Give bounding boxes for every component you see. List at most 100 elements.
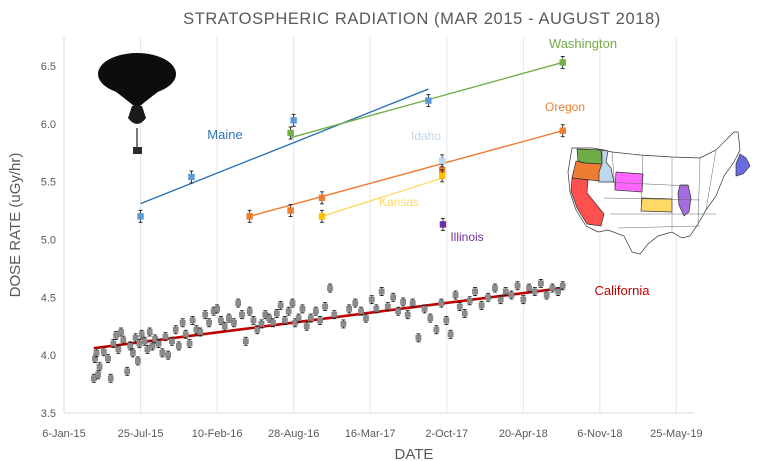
y-axis-label: DOSE RATE (uGy/hr) <box>7 153 24 298</box>
california-point <box>497 296 504 303</box>
california-point <box>189 317 196 324</box>
wyoming-state <box>614 171 644 193</box>
california-point <box>92 355 98 362</box>
california-point <box>169 338 175 345</box>
california-point <box>262 311 269 318</box>
california-point <box>421 306 428 312</box>
california-point <box>312 308 319 315</box>
california-point <box>270 319 276 326</box>
california-point <box>285 308 292 315</box>
california-point <box>152 336 158 342</box>
x-tick-label: 2-Oct-17 <box>425 428 468 440</box>
california-state <box>570 177 605 227</box>
oregon-trendline <box>249 130 563 217</box>
california-point <box>549 285 556 291</box>
y-tick-label: 6.0 <box>41 119 56 131</box>
california-point <box>138 331 145 338</box>
california-point <box>346 306 352 312</box>
california-point <box>115 346 122 353</box>
california-point <box>135 358 141 364</box>
california-point <box>100 348 107 355</box>
california-point <box>136 340 143 347</box>
california-point <box>427 315 434 321</box>
california-point <box>502 288 509 295</box>
california-point <box>404 311 411 318</box>
california-point <box>447 331 454 338</box>
illinois-point <box>439 221 447 228</box>
y-tick-label: 6.5 <box>41 61 56 73</box>
kansas-trendline <box>321 177 443 217</box>
data-points <box>91 56 566 383</box>
california-point <box>526 285 532 291</box>
california-point <box>250 317 257 324</box>
california-point <box>110 340 117 347</box>
grid-lines <box>140 37 677 413</box>
washington-label: Washington <box>549 36 617 51</box>
maine-point <box>290 117 297 124</box>
x-tick-label: 25-May-19 <box>650 428 703 440</box>
california-point <box>543 292 550 298</box>
california-point <box>162 333 169 340</box>
maine-label: Maine <box>207 127 242 142</box>
california-point <box>159 349 166 356</box>
california-point <box>254 326 261 333</box>
california-point <box>400 299 406 305</box>
california-point <box>130 349 136 356</box>
kansas-state <box>640 197 673 213</box>
california-point <box>95 371 101 378</box>
kansas-point <box>438 172 446 180</box>
illinois-label: Illinois <box>450 230 483 244</box>
idaho-state <box>598 149 615 183</box>
california-point <box>358 308 364 315</box>
california-point <box>206 319 212 326</box>
idaho-point <box>438 157 446 164</box>
california-point <box>172 326 179 333</box>
california-point <box>96 363 103 370</box>
x-axis-label: DATE <box>395 446 434 461</box>
california-point <box>226 315 232 321</box>
california-point <box>281 317 288 324</box>
california-point <box>91 375 97 382</box>
california-point <box>197 329 204 335</box>
california-point <box>202 311 209 318</box>
california-point <box>485 294 491 301</box>
y-tick-label: 5.0 <box>41 234 56 246</box>
california-point <box>218 317 224 324</box>
x-tick-label: 6-Jan-15 <box>42 428 85 440</box>
california-point <box>352 300 359 306</box>
california-point <box>452 292 459 298</box>
washington-state <box>576 148 603 165</box>
california-point <box>472 288 478 295</box>
california-point <box>246 308 253 315</box>
california-point <box>155 340 162 347</box>
y-tick-label: 4.0 <box>41 350 56 362</box>
california-point <box>303 323 310 330</box>
x-tick-label: 20-Apr-18 <box>499 428 548 440</box>
california-point <box>520 296 527 303</box>
california-point <box>113 332 119 339</box>
california-point <box>433 326 440 333</box>
california-point <box>179 319 186 326</box>
maine-trendline <box>140 88 429 205</box>
maine-point <box>425 97 432 104</box>
chart-title: STRATOSPHERIC RADIATION (MAR 2015 - AUGU… <box>183 10 661 28</box>
california-point <box>258 321 265 327</box>
california-point <box>273 310 280 317</box>
california-point <box>118 329 124 335</box>
maine-state <box>735 153 751 177</box>
y-tick-label: 4.5 <box>41 292 56 304</box>
california-label: California <box>595 283 651 298</box>
california-point <box>415 334 422 341</box>
california-point <box>295 315 302 321</box>
california-point <box>231 319 237 326</box>
california-point <box>186 340 193 347</box>
trendlines <box>93 61 563 350</box>
x-tick-label: 10-Feb-16 <box>192 428 243 440</box>
california-point <box>141 338 148 345</box>
california-point <box>239 311 245 318</box>
y-tick-label: 3.5 <box>41 408 56 420</box>
x-tick-label: 28-Aug-16 <box>268 428 319 440</box>
california-point <box>289 300 296 306</box>
california-point <box>144 346 151 353</box>
